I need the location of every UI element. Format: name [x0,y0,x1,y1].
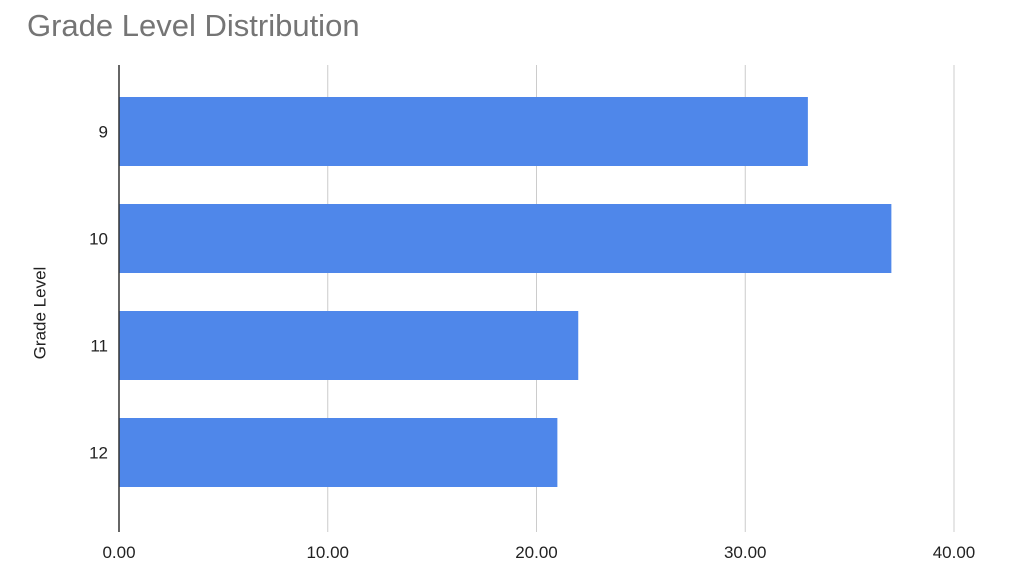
x-tick-labels: 0.00 10.00 20.00 30.00 40.00 [102,543,975,562]
y-tick-label: 12 [89,444,108,463]
y-tick-label: 10 [89,230,108,249]
y-tick-label: 9 [99,123,108,142]
chart-title: Grade Level Distribution [27,8,360,43]
y-tick-label: 11 [90,337,108,356]
x-tick-label: 40.00 [933,543,976,562]
x-tick-label: 0.00 [102,543,135,562]
x-tick-label: 30.00 [724,543,767,562]
x-tick-label: 10.00 [306,543,349,562]
bar-grade-9 [119,97,808,166]
y-axis-title: Grade Level [30,267,49,360]
bars [119,97,892,487]
bar-grade-11 [119,311,579,380]
x-tick-label: 20.00 [515,543,558,562]
bar-grade-12 [119,418,558,487]
y-tick-labels: 9 10 11 12 [89,123,108,463]
bar-grade-10 [119,204,892,273]
